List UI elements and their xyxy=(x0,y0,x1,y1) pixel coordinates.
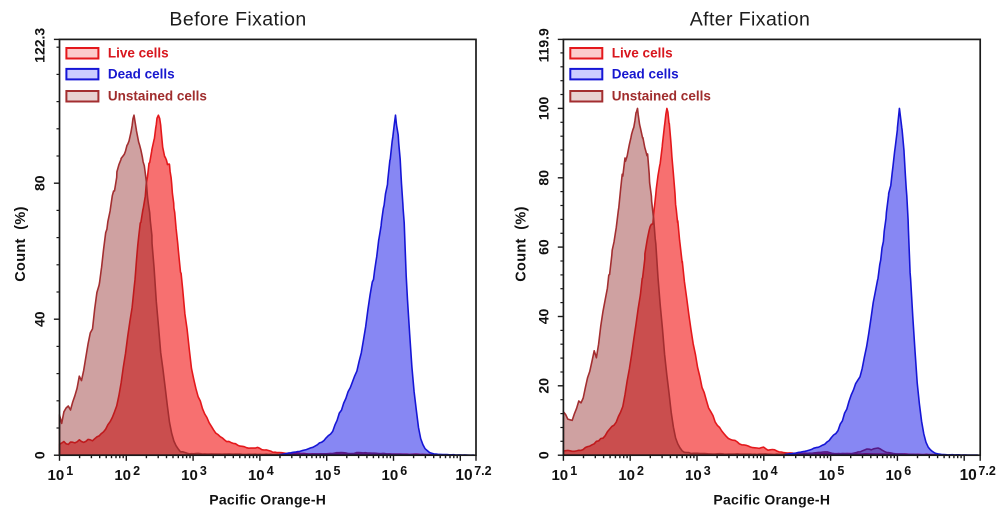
svg-text:10: 10 xyxy=(114,467,131,484)
svg-text:Count (%): Count (%) xyxy=(514,206,530,281)
svg-text:10: 10 xyxy=(752,467,769,484)
svg-text:4: 4 xyxy=(267,464,274,478)
svg-text:10: 10 xyxy=(960,467,977,484)
svg-text:60: 60 xyxy=(535,239,551,255)
svg-text:2: 2 xyxy=(133,464,140,478)
svg-text:2: 2 xyxy=(637,464,644,478)
svg-text:10: 10 xyxy=(885,467,902,484)
svg-text:10: 10 xyxy=(382,467,399,484)
svg-text:80: 80 xyxy=(32,175,48,191)
svg-text:10: 10 xyxy=(455,467,472,484)
svg-text:10: 10 xyxy=(551,467,568,484)
svg-text:4: 4 xyxy=(771,464,778,478)
svg-text:10: 10 xyxy=(181,467,198,484)
svg-text:20: 20 xyxy=(535,378,551,394)
svg-text:Live cells: Live cells xyxy=(108,46,169,61)
svg-text:6: 6 xyxy=(904,464,911,478)
svg-text:0: 0 xyxy=(32,451,48,459)
svg-text:5: 5 xyxy=(334,464,341,478)
svg-text:Pacific Orange-H: Pacific Orange-H xyxy=(209,492,326,508)
svg-text:122.3: 122.3 xyxy=(32,28,48,63)
svg-text:80: 80 xyxy=(535,170,551,186)
svg-text:1: 1 xyxy=(570,464,577,478)
svg-text:40: 40 xyxy=(32,311,48,327)
svg-text:5: 5 xyxy=(837,464,844,478)
svg-text:Live cells: Live cells xyxy=(612,46,673,61)
svg-text:10: 10 xyxy=(48,467,65,484)
svg-text:Pacific Orange-H: Pacific Orange-H xyxy=(713,492,830,508)
svg-text:3: 3 xyxy=(704,464,711,478)
svg-text:After Fixation: After Fixation xyxy=(690,9,810,31)
svg-text:Unstained cells: Unstained cells xyxy=(108,89,207,104)
svg-text:0: 0 xyxy=(535,451,551,459)
svg-text:Unstained cells: Unstained cells xyxy=(612,89,711,104)
svg-text:10: 10 xyxy=(248,467,265,484)
svg-text:Dead cells: Dead cells xyxy=(612,66,679,81)
svg-text:40: 40 xyxy=(535,309,551,325)
svg-text:7.2: 7.2 xyxy=(474,464,491,478)
svg-text:100: 100 xyxy=(535,97,551,121)
svg-text:10: 10 xyxy=(685,467,702,484)
svg-text:Before Fixation: Before Fixation xyxy=(169,9,306,31)
svg-text:3: 3 xyxy=(200,464,207,478)
svg-text:6: 6 xyxy=(400,464,407,478)
svg-text:Dead cells: Dead cells xyxy=(108,66,175,81)
svg-text:10: 10 xyxy=(618,467,635,484)
svg-text:10: 10 xyxy=(315,467,332,484)
svg-text:119.9: 119.9 xyxy=(535,28,551,62)
svg-text:Count (%): Count (%) xyxy=(13,206,29,281)
svg-text:10: 10 xyxy=(819,467,836,484)
svg-text:1: 1 xyxy=(66,464,73,478)
svg-text:7.2: 7.2 xyxy=(978,464,995,478)
